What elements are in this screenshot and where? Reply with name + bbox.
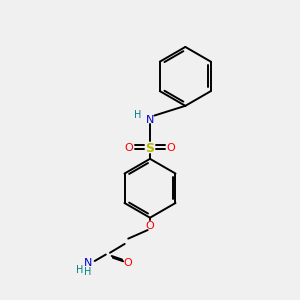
Text: N: N bbox=[84, 259, 92, 269]
Text: N: N bbox=[146, 115, 154, 125]
Text: O: O bbox=[146, 221, 154, 231]
Text: H: H bbox=[76, 265, 83, 275]
Text: H: H bbox=[134, 110, 141, 120]
Text: O: O bbox=[167, 143, 176, 153]
Text: H: H bbox=[85, 267, 92, 277]
Text: O: O bbox=[124, 143, 133, 153]
Text: O: O bbox=[124, 259, 132, 269]
Text: S: S bbox=[146, 142, 154, 155]
